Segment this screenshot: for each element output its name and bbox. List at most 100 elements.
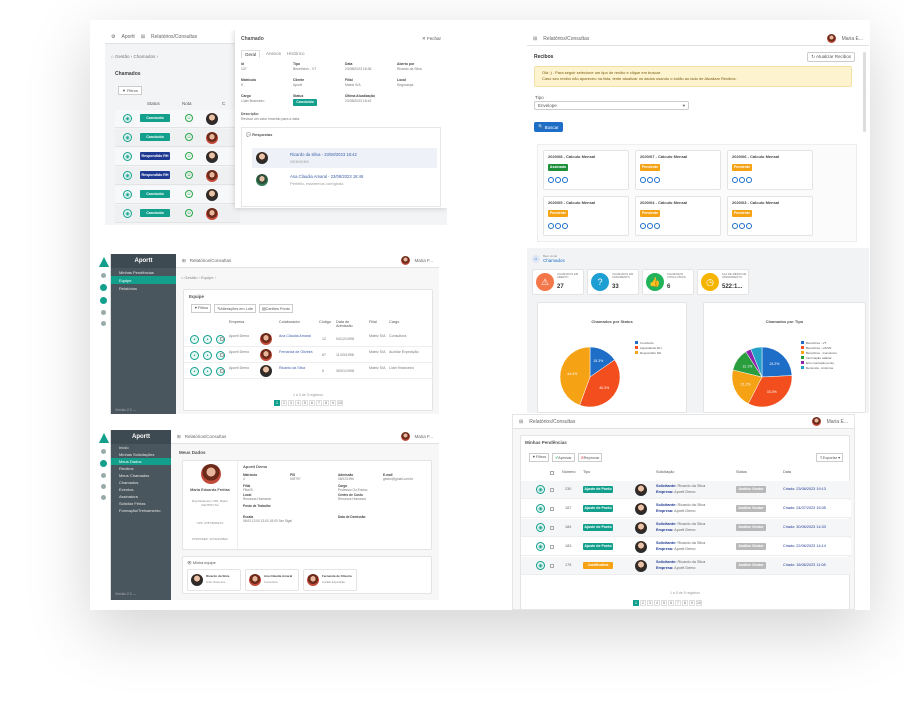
column-header[interactable]: Solicitação — [656, 470, 675, 474]
row-checkbox[interactable] — [550, 545, 554, 549]
page-button[interactable]: 7 — [675, 600, 681, 606]
column-header[interactable]: Colaborador — [279, 320, 300, 324]
approve-button[interactable]: ✔Aprovar — [552, 453, 575, 462]
close-button[interactable]: ✕ Fechar — [421, 36, 441, 41]
download-icon[interactable] — [548, 223, 554, 229]
users-icon[interactable] — [100, 297, 107, 304]
tab-historico[interactable]: Histórico — [287, 51, 305, 56]
view-icon[interactable] — [739, 177, 745, 183]
sidebar-item[interactable]: Meus Chamados — [119, 473, 150, 478]
user-icon[interactable] — [100, 460, 107, 467]
sidebar-item[interactable]: Chamados — [119, 480, 139, 485]
row-checkbox[interactable] — [550, 507, 554, 511]
clock-icon[interactable] — [101, 484, 106, 489]
select-all-checkbox[interactable] — [550, 471, 554, 475]
page-button[interactable]: 6 — [668, 600, 674, 606]
breadcrumb-reports[interactable]: Relatórios/Consultas — [189, 258, 232, 263]
sign-icon[interactable] — [654, 223, 660, 229]
download-icon[interactable] — [640, 223, 646, 229]
user-avatar[interactable] — [401, 256, 411, 265]
column-header[interactable]: Data de Admissão — [336, 320, 353, 328]
view-icon[interactable] — [555, 223, 561, 229]
team-member-card[interactable]: Fernanda de Oliveira Auxiliar Expedição — [303, 569, 357, 591]
gear-icon[interactable]: ⚙ — [111, 33, 116, 40]
page-button[interactable]: 1 — [274, 400, 280, 406]
sidebar-item[interactable]: Eventos — [119, 487, 134, 492]
download-icon[interactable] — [732, 177, 738, 183]
breadcrumb-reports[interactable]: Relatórios/Consultas — [151, 33, 198, 40]
page-button[interactable]: 8 — [323, 400, 329, 406]
sidebar-item[interactable]: Minhas Pendências — [119, 269, 154, 275]
breadcrumb-reports[interactable]: Relatórios/Consultas — [543, 35, 590, 42]
view-eye-icon[interactable]: ◉ — [123, 152, 132, 161]
page-button[interactable]: 3 — [647, 600, 653, 606]
column-header[interactable]: Data — [783, 470, 792, 474]
pie-slice[interactable] — [750, 346, 763, 378]
receipt-card[interactable]: 2020/06 - Cálculo Mensal Pendente — [727, 150, 813, 190]
filter-button[interactable]: ▼Filtros — [191, 304, 212, 313]
view-eye-icon[interactable]: ◉ — [536, 561, 545, 570]
user-avatar[interactable] — [826, 34, 836, 43]
download-icon[interactable] — [732, 223, 738, 229]
sign-icon[interactable] — [654, 177, 660, 183]
reject-button[interactable]: ⊘Reprovar — [577, 453, 603, 462]
view-icon[interactable] — [647, 223, 653, 229]
column-header[interactable]: Código — [319, 320, 332, 324]
filter-button[interactable]: ▼Filtros — [529, 453, 550, 462]
page-button[interactable]: 8 — [682, 600, 688, 606]
receipt-card[interactable]: 2020/05 - Cálculo Mensal Pendente — [543, 196, 629, 236]
view-eye-icon[interactable]: • — [190, 335, 199, 344]
user-avatar[interactable] — [811, 417, 821, 426]
refresh-receipts-button[interactable]: ↻ Atualizar Recibos — [807, 52, 855, 62]
page-button[interactable]: 5 — [661, 600, 667, 606]
export-button[interactable]: ⇪Exportar ▾ — [816, 453, 843, 462]
user-avatar[interactable] — [401, 432, 411, 441]
view-eye-icon[interactable]: ◉ — [123, 171, 132, 180]
page-button[interactable]: 9 — [689, 600, 695, 606]
receipt-card[interactable]: 2020/07 - Cálculo Mensal Pendente — [635, 150, 721, 190]
sidebar-item[interactable]: Equipe — [111, 276, 176, 284]
user-name[interactable]: Maria E... — [826, 418, 848, 425]
view-eye-icon[interactable]: • — [190, 351, 199, 360]
breadcrumb-reports[interactable]: Relatórios/Consultas — [184, 434, 227, 439]
sidebar-item[interactable]: Solicitar Férias — [119, 501, 146, 506]
home-icon[interactable] — [101, 449, 106, 454]
pie-slice[interactable] — [761, 346, 793, 378]
page-button[interactable]: 2 — [281, 400, 287, 406]
view-icon[interactable] — [555, 177, 561, 183]
pie-slice[interactable] — [731, 369, 763, 405]
user-name[interactable]: Maria F... — [414, 258, 433, 263]
page-button[interactable]: 7 — [316, 400, 322, 406]
page-button[interactable]: 9 — [330, 400, 336, 406]
pie-slice[interactable] — [747, 375, 793, 408]
view-icon[interactable] — [647, 177, 653, 183]
view-eye-icon[interactable]: ◉ — [536, 504, 545, 513]
sign-icon[interactable] — [746, 177, 752, 183]
row-checkbox[interactable] — [550, 488, 554, 492]
view-eye-icon[interactable]: ◉ — [123, 190, 132, 199]
sidebar-item[interactable]: Minhas Solicitações — [119, 452, 155, 457]
breadcrumb-app[interactable]: Aportt — [121, 33, 135, 40]
view-eye-icon[interactable]: ◉ — [536, 542, 545, 551]
pie-slice[interactable] — [579, 359, 621, 408]
column-header[interactable]: Filial — [369, 320, 377, 324]
team-member-card[interactable]: Ricardo da Silva Líder financeiro — [187, 569, 241, 591]
edit-icon[interactable]: • — [203, 367, 212, 376]
page-button[interactable]: 4 — [654, 600, 660, 606]
row-checkbox[interactable] — [550, 526, 554, 530]
sidebar-item[interactable]: Formação/Treinamento — [119, 508, 161, 513]
view-eye-icon[interactable]: • — [190, 367, 199, 376]
view-icon[interactable] — [739, 223, 745, 229]
page-button[interactable]: 10 — [696, 600, 702, 606]
sidebar-item[interactable]: Relatórios — [119, 285, 138, 291]
view-eye-icon[interactable]: ◉ — [536, 485, 545, 494]
sidebar-item[interactable]: Início — [119, 445, 129, 450]
scrollbar[interactable] — [863, 52, 866, 132]
view-eye-icon[interactable]: ◉ — [123, 133, 132, 142]
view-eye-icon[interactable]: ◉ — [536, 523, 545, 532]
edit-icon[interactable]: • — [203, 335, 212, 344]
sidebar-item[interactable]: Recibos — [119, 466, 134, 471]
type-select[interactable]: Envelope ▾ — [534, 101, 689, 110]
column-header[interactable]: Status — [736, 470, 747, 474]
user-name[interactable]: Maria E... — [841, 35, 863, 42]
